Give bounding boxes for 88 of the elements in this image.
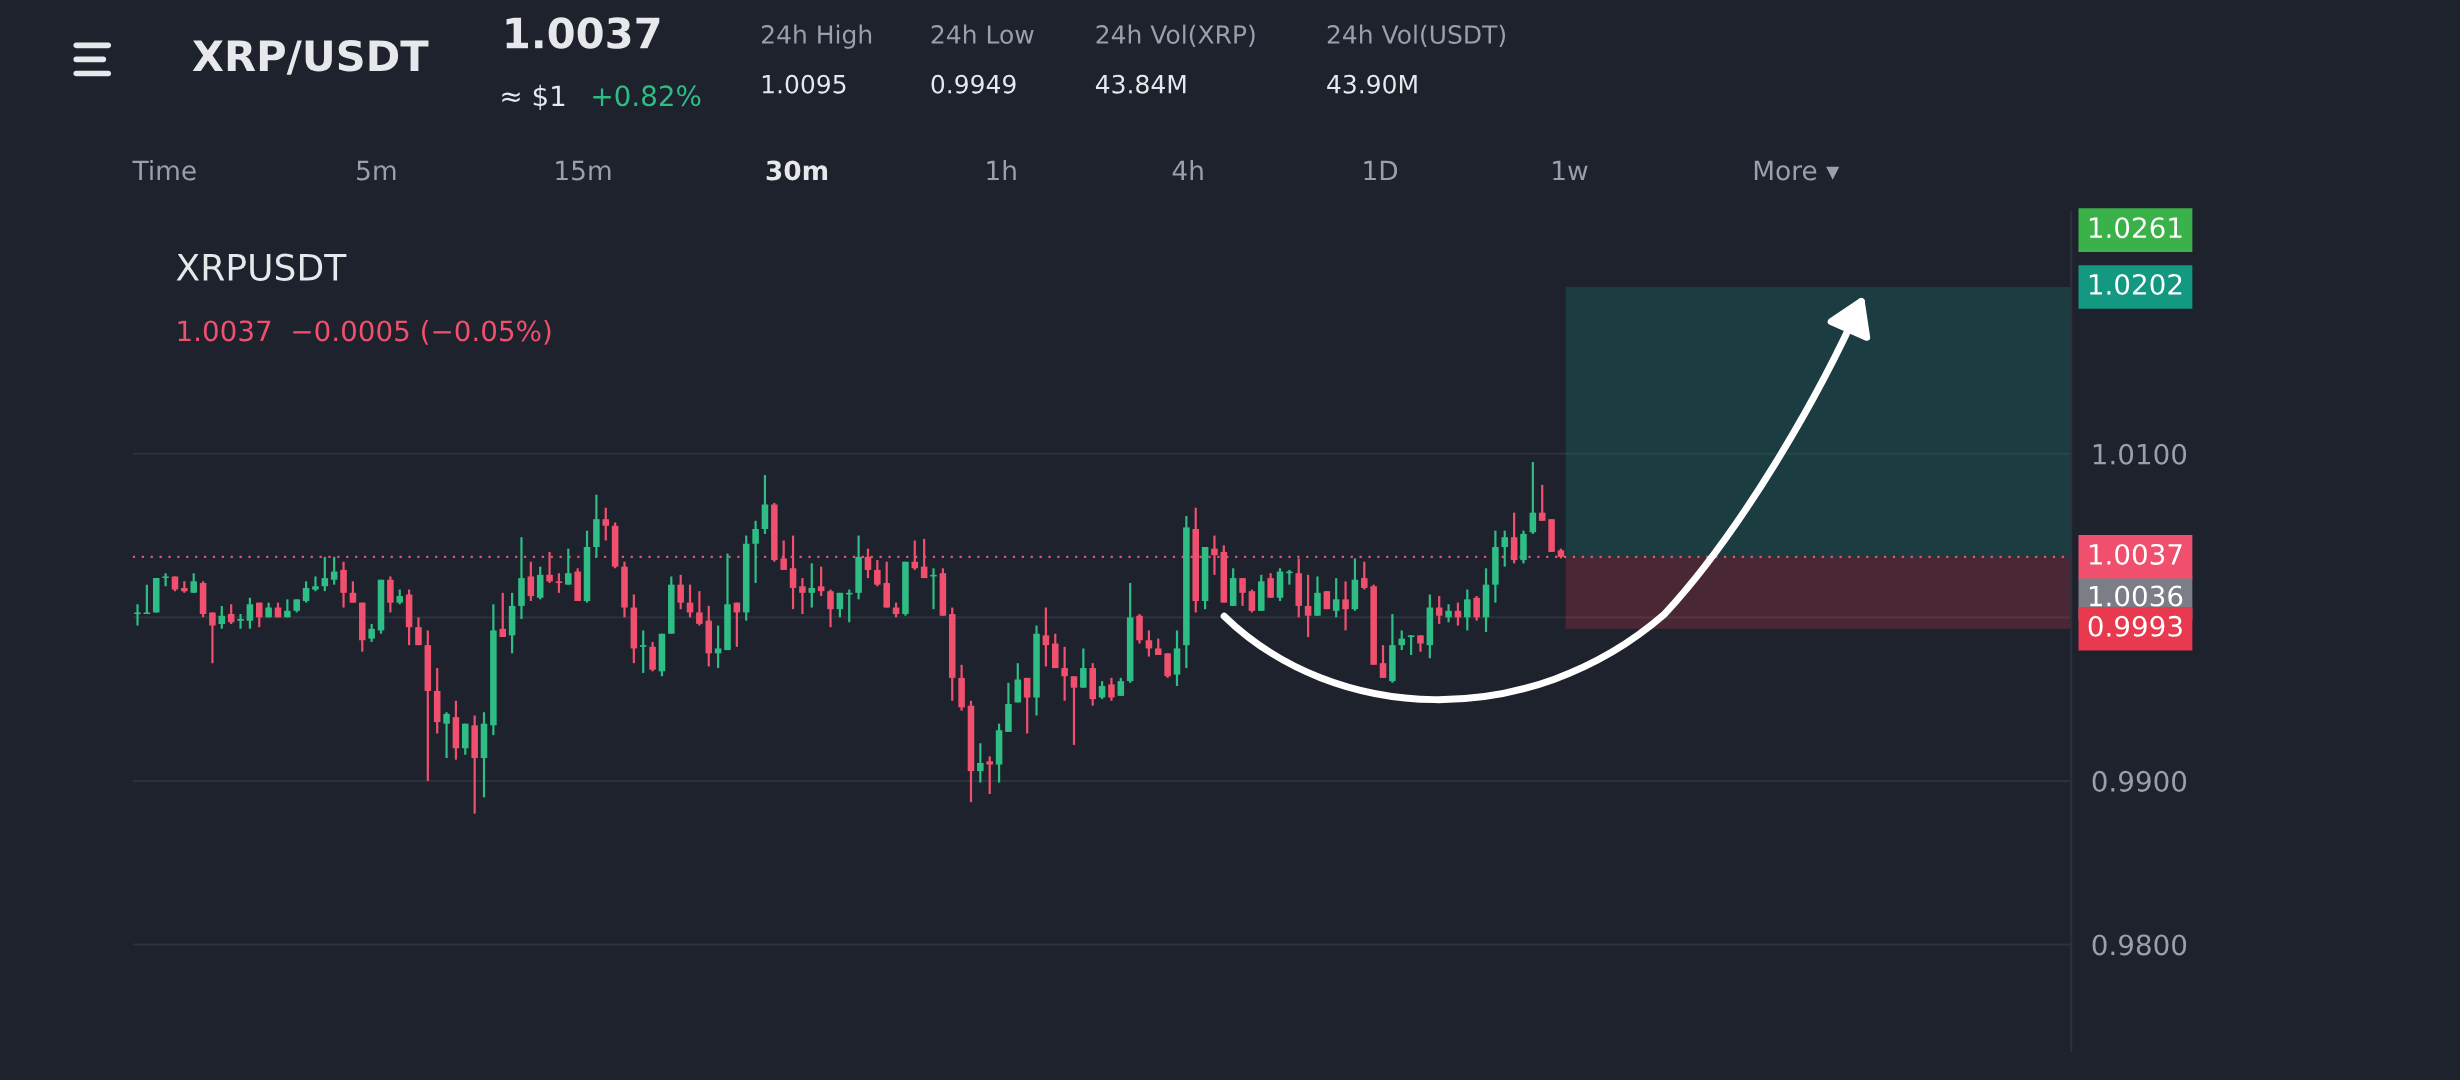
candlestick — [836, 591, 844, 619]
candlestick — [714, 624, 722, 670]
candlestick — [1267, 572, 1274, 599]
candlestick — [190, 572, 197, 594]
candlestick — [209, 611, 216, 665]
text: 5m — [357, 160, 396, 181]
ref-line-label: 1.0037 — [2089, 543, 2182, 565]
text: Time — [132, 160, 196, 181]
band-label: 0.9993 — [2088, 615, 2182, 637]
text: 43.90M — [1327, 74, 1417, 94]
text: 0.9949 — [931, 74, 1016, 94]
candlestick — [1314, 575, 1321, 617]
candlestick — [1398, 629, 1406, 652]
candlestick — [536, 565, 544, 601]
y-tick-label: 1.0100 — [2093, 443, 2187, 465]
candlestick — [602, 506, 610, 542]
annotation: 1.0037 −0.0005 (−0.05%) — [178, 319, 551, 345]
text: 1D — [1364, 160, 1398, 181]
candlestick — [1342, 580, 1349, 632]
candlestick — [1248, 588, 1256, 614]
candlestick — [1061, 645, 1068, 702]
candlestick — [246, 596, 254, 630]
candlestick — [349, 580, 357, 604]
candlestick — [237, 612, 244, 630]
candlestick — [1332, 576, 1340, 619]
candlestick — [1464, 588, 1471, 632]
text: 24h Vol(USDT) — [1327, 24, 1505, 47]
text: 4h — [1172, 160, 1203, 181]
candlestick — [499, 591, 507, 639]
candlestick — [1239, 576, 1246, 608]
candlestick — [696, 590, 703, 627]
text: 1.0036 — [2089, 585, 2183, 607]
candlestick — [752, 519, 759, 585]
text: 24h High — [761, 24, 872, 49]
candlestick — [817, 565, 825, 598]
text: ≈ $1 — [502, 84, 565, 111]
candlestick — [1023, 676, 1031, 735]
y-tick-label: 0.9900 — [2092, 770, 2187, 792]
candlestick — [1379, 644, 1387, 679]
candlestick — [1407, 634, 1415, 657]
candlestick — [387, 575, 394, 614]
candlestick — [808, 562, 816, 609]
candlestick — [977, 742, 984, 784]
text: +0.82% — [593, 85, 701, 107]
candlestick — [874, 558, 881, 588]
text: 24h Low — [931, 24, 1034, 44]
text: 24h Vol(XRP) — [1096, 24, 1255, 47]
candlestick — [649, 640, 656, 673]
candlestick — [1108, 676, 1115, 702]
text: 43.84M — [1095, 74, 1186, 94]
candlestick — [134, 603, 141, 627]
candlestick — [1042, 606, 1050, 668]
candlestick — [799, 576, 806, 616]
candlestick — [1080, 647, 1087, 689]
candlestick — [639, 629, 647, 675]
text: XRPUSDT — [176, 253, 347, 281]
candlestick — [443, 711, 450, 760]
candlestick — [1164, 652, 1171, 679]
candlestick — [677, 573, 684, 611]
candlestick — [1473, 594, 1480, 622]
candlestick — [555, 572, 563, 594]
candlestick — [1445, 603, 1452, 624]
candlestick — [565, 547, 572, 586]
text: More ▾ — [1754, 160, 1840, 181]
band-label: 1.0202 — [2089, 273, 2182, 295]
candlestick — [255, 601, 263, 629]
candlestick — [986, 755, 993, 796]
chart-title: XRP/USDT — [192, 39, 429, 75]
text: 1.0095 — [762, 74, 846, 94]
candlestick — [143, 583, 151, 616]
candlestick — [312, 575, 319, 593]
text: 1.0261 — [2089, 217, 2182, 239]
candlestick — [340, 560, 347, 609]
text: 15m — [556, 160, 611, 181]
candlestick — [302, 580, 310, 604]
y-tick-label: 0.9800 — [2092, 934, 2187, 956]
candlestick — [415, 616, 422, 647]
candlestick — [1361, 560, 1368, 591]
text: 30m — [766, 160, 828, 181]
candlestick — [827, 588, 834, 629]
candlestick — [527, 560, 535, 603]
candlestick — [1510, 511, 1518, 565]
candlestick — [1304, 573, 1312, 639]
candlestick — [1501, 529, 1509, 568]
text: 1w — [1553, 160, 1588, 181]
text: 1.0037 — [506, 17, 660, 49]
text: 1h — [987, 160, 1016, 181]
candlestick — [1070, 675, 1078, 747]
